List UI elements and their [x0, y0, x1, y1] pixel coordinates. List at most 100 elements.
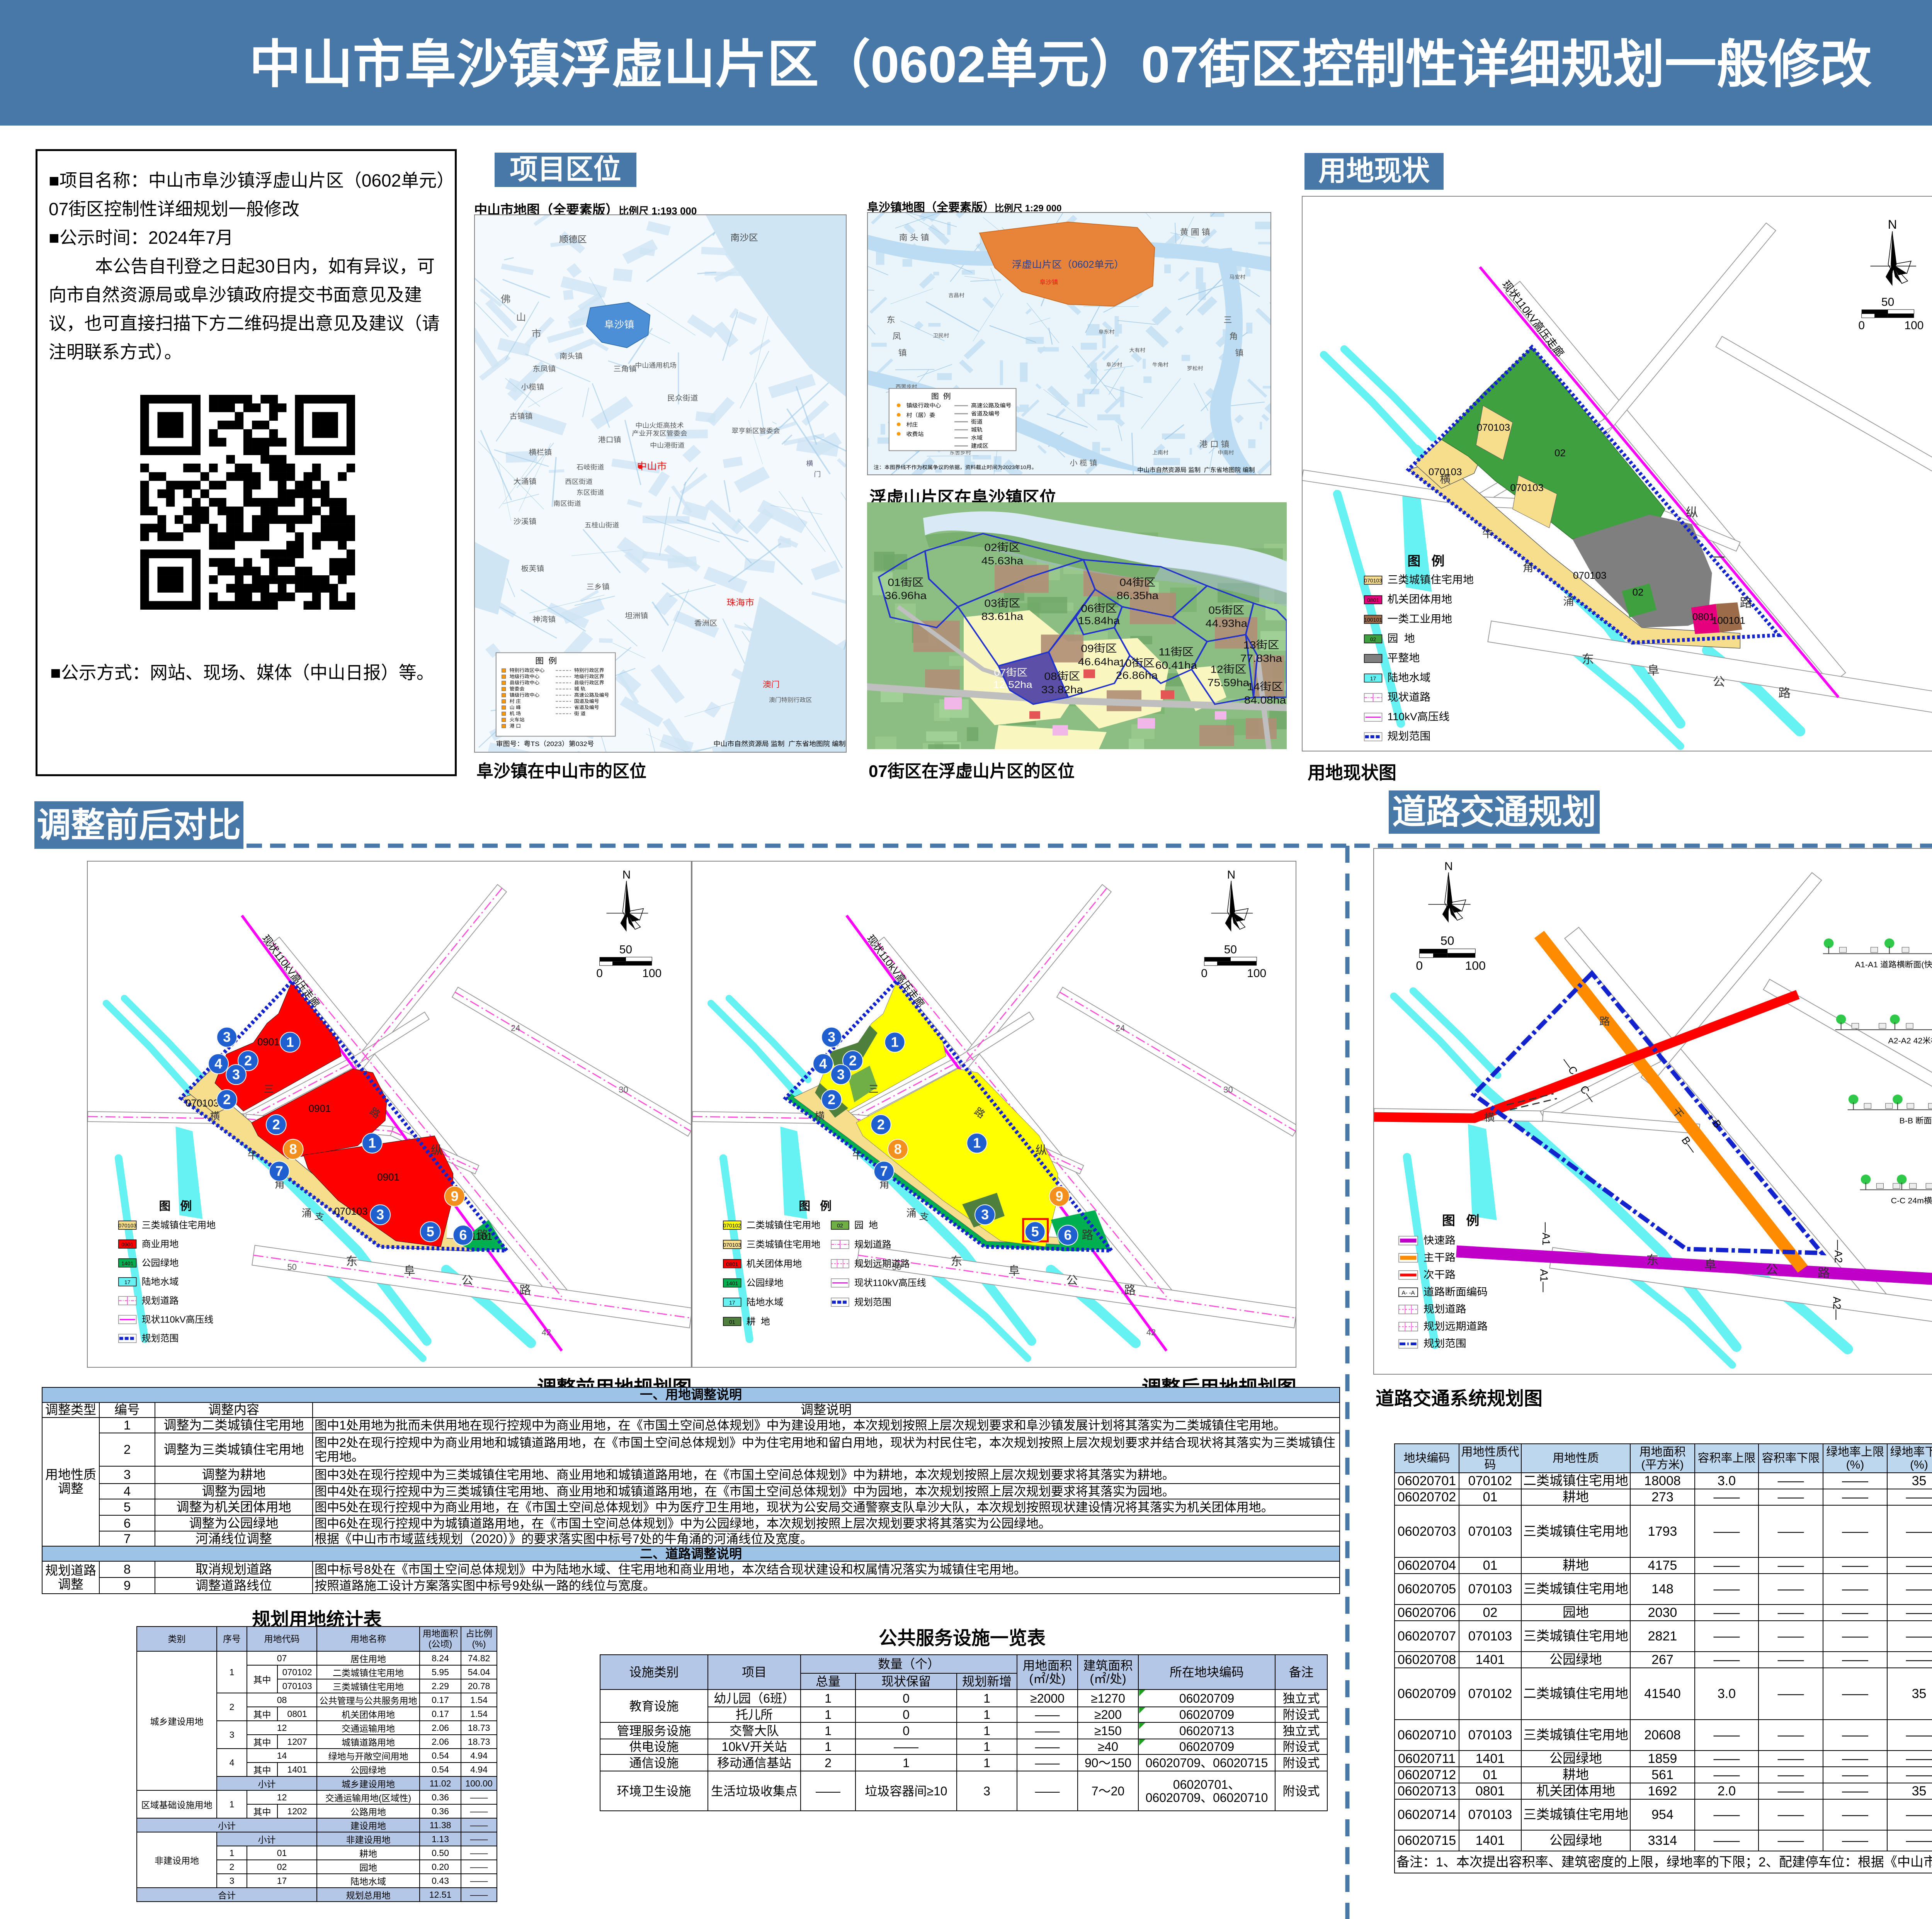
svg-text:0801: 0801 [1367, 597, 1379, 603]
svg-text:7: 7 [880, 1164, 888, 1179]
svg-text:0801: 0801 [1692, 612, 1715, 622]
svg-text:东罟步村: 东罟步村 [949, 450, 971, 456]
svg-text:涌: 涌 [302, 1208, 312, 1219]
svg-text:公: 公 [1713, 675, 1725, 689]
svg-text:特别行政区界: 特别行政区界 [574, 668, 604, 673]
svg-text:6: 6 [1064, 1227, 1072, 1243]
svg-text:8: 8 [289, 1142, 297, 1157]
svg-text:火车站: 火车站 [510, 717, 525, 722]
svg-text:09街区: 09街区 [1081, 643, 1117, 654]
svg-text:4: 4 [214, 1056, 222, 1071]
svg-text:黄 圃 镇: 黄 圃 镇 [1180, 228, 1210, 236]
svg-text:东: 东 [346, 1255, 357, 1268]
svg-text:06街区: 06街区 [1081, 603, 1117, 614]
svg-text:牛: 牛 [248, 1150, 258, 1161]
svg-text:阜: 阜 [1009, 1265, 1020, 1278]
svg-text:路: 路 [1778, 686, 1791, 700]
svg-text:50: 50 [892, 1262, 901, 1272]
svg-text:0901: 0901 [309, 1103, 331, 1114]
svg-text:规划道路: 规划道路 [1423, 1303, 1466, 1315]
svg-text:南区街道: 南区街道 [553, 500, 581, 507]
svg-text:070103: 070103 [723, 1242, 741, 1248]
svg-text:主干路: 主干路 [1423, 1251, 1456, 1263]
svg-text:规划范围: 规划范围 [1423, 1338, 1466, 1350]
svg-text:横: 横 [210, 1111, 220, 1122]
svg-text:02: 02 [837, 1222, 843, 1229]
svg-text:2: 2 [828, 1092, 835, 1107]
svg-text:规划远期道路: 规划远期道路 [854, 1259, 910, 1269]
svg-text:港 口: 港 口 [510, 723, 521, 729]
svg-text:N: N [1444, 860, 1453, 873]
svg-text:A- -A: A- -A [1401, 1290, 1415, 1296]
svg-text:村庄: 村庄 [906, 421, 918, 428]
svg-text:42: 42 [1146, 1327, 1156, 1337]
svg-text:2: 2 [223, 1092, 231, 1107]
svg-text:古镇镇: 古镇镇 [510, 412, 533, 420]
svg-text:N: N [1227, 869, 1236, 881]
svg-text:三: 三 [264, 1084, 274, 1095]
svg-text:现状110kV高压线: 现状110kV高压线 [142, 1314, 214, 1325]
svg-text:产业开发区管委会: 产业开发区管委会 [632, 430, 687, 437]
svg-text:快速路: 快速路 [1423, 1234, 1456, 1246]
svg-text:三类城镇住宅用地: 三类城镇住宅用地 [747, 1239, 821, 1250]
svg-text:9: 9 [451, 1188, 459, 1204]
svg-text:070103: 070103 [1429, 467, 1462, 478]
svg-text:机关团体用地: 机关团体用地 [1388, 593, 1452, 605]
svg-text:3: 3 [837, 1067, 845, 1082]
svg-text:0: 0 [1201, 967, 1208, 980]
svg-text:02街区: 02街区 [984, 542, 1020, 554]
svg-text:02: 02 [1370, 637, 1376, 642]
svg-text:澳门: 澳门 [763, 680, 780, 689]
svg-text:一: 一 [1713, 551, 1725, 564]
svg-text:75.59ha: 75.59ha [1208, 677, 1250, 688]
svg-text:商业用地: 商业用地 [142, 1239, 179, 1249]
svg-text:2: 2 [272, 1117, 280, 1132]
svg-text:1: 1 [973, 1135, 981, 1151]
svg-text:管委会: 管委会 [510, 686, 525, 692]
svg-text:三类城镇住宅用地: 三类城镇住宅用地 [142, 1220, 216, 1231]
svg-text:坦洲镇: 坦洲镇 [625, 612, 648, 620]
svg-text:规划道路: 规划道路 [854, 1239, 891, 1250]
svg-text:路: 路 [1740, 596, 1752, 610]
svg-text:珠海市: 珠海市 [726, 598, 754, 607]
svg-text:神湾镇: 神湾镇 [532, 615, 556, 624]
svg-text:阜东村: 阜东村 [1099, 329, 1115, 335]
svg-text:横: 横 [806, 460, 813, 467]
svg-text:规划范围: 规划范围 [854, 1297, 891, 1307]
svg-text:86.35ha: 86.35ha [1117, 590, 1159, 602]
svg-text:大有村: 大有村 [1129, 347, 1145, 353]
svg-text:建成区: 建成区 [971, 443, 988, 449]
svg-text:A2—: A2— [1831, 1297, 1843, 1320]
svg-text:0901: 0901 [121, 1241, 133, 1248]
svg-text:牛角村: 牛角村 [1152, 362, 1168, 368]
svg-text:市: 市 [531, 328, 541, 339]
svg-text:84.08ha: 84.08ha [1244, 694, 1286, 706]
svg-text:50: 50 [1440, 934, 1454, 947]
svg-text:17: 17 [1370, 676, 1376, 682]
svg-text:规划远期道路: 规划远期道路 [1423, 1320, 1488, 1332]
svg-text:现状道路: 现状道路 [1388, 691, 1431, 703]
svg-text:村 庄: 村 庄 [510, 698, 521, 704]
svg-text:50: 50 [287, 1262, 296, 1272]
svg-text:77.83ha: 77.83ha [1240, 653, 1282, 664]
svg-text:公: 公 [462, 1275, 473, 1287]
svg-text:耕 地: 耕 地 [747, 1316, 770, 1327]
svg-text:100: 100 [1465, 959, 1486, 972]
svg-text:0: 0 [1858, 319, 1865, 332]
svg-text:100: 100 [1247, 967, 1266, 980]
svg-text:图 例: 图 例 [1407, 554, 1444, 569]
svg-text:A1-A1 道路横断面(快速路东阜公路): A1-A1 道路横断面(快速路东阜公路) [1855, 960, 1932, 969]
svg-text:30: 30 [1223, 1085, 1233, 1095]
svg-text:香洲区: 香洲区 [694, 619, 718, 627]
svg-text:A2-A2 42米横断面: A2-A2 42米横断面 [1888, 1037, 1932, 1045]
svg-text:吉昌村: 吉昌村 [948, 292, 964, 298]
svg-text:横: 横 [1484, 1112, 1495, 1124]
svg-text:沙溪镇: 沙溪镇 [514, 517, 537, 525]
svg-text:6: 6 [459, 1227, 467, 1243]
svg-text:110kV高压线: 110kV高压线 [1388, 710, 1450, 722]
svg-text:东: 东 [887, 316, 895, 325]
svg-text:阜沙镇: 阜沙镇 [604, 320, 634, 330]
svg-text:地级行政区界: 地级行政区界 [574, 674, 604, 680]
svg-text:三角镇: 三角镇 [614, 365, 637, 373]
svg-text:8: 8 [894, 1142, 902, 1157]
